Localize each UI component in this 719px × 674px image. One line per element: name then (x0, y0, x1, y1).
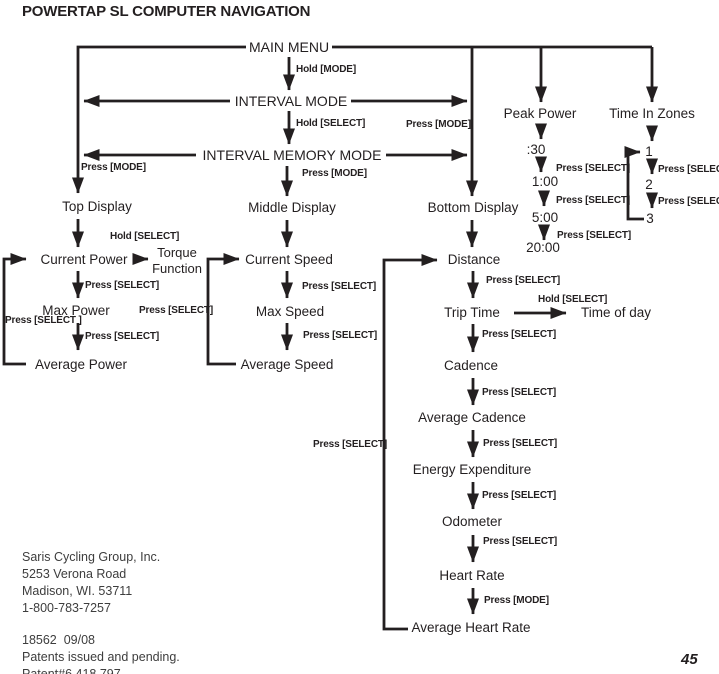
edge-averagespeed-loop-currentspeed (206, 253, 240, 366)
label-press-mode-heartrate: Press [MODE] (484, 595, 549, 606)
node-average-speed: Average Speed (240, 357, 334, 372)
label-press-select-maxpower: Press [SELECT] (85, 331, 160, 342)
node-peak-interval-30s: :30 (526, 142, 546, 157)
label-press-select-zone2: Press [SELECT] (658, 196, 719, 207)
label-press-mode-middledisplay: Press [MODE] (302, 168, 367, 179)
footer-doc-number: 18562 09/08 (22, 633, 95, 647)
footer-city: Madison, WI. 53711 (22, 584, 133, 598)
node-average-power: Average Power (34, 357, 128, 372)
footer-street: 5253 Verona Road (22, 567, 127, 581)
footer-patent-number: Patent#6,418,797 (22, 667, 121, 674)
edge-mainmenu-to-topdisplay (72, 45, 246, 194)
label-press-select-distance: Press [SELECT] (486, 275, 561, 286)
node-current-power: Current Power (40, 252, 128, 267)
node-average-heart-rate: Average Heart Rate (411, 620, 531, 635)
node-peak-interval-5m: 5:00 (531, 210, 559, 225)
edge-averageheartrate-loop-distance (382, 254, 438, 631)
label-press-select-odometer: Press [SELECT] (483, 536, 558, 547)
node-top-display: Top Display (62, 199, 132, 214)
label-press-select-speedloop: Press [SELECT] (139, 305, 214, 316)
edge-zone3-loop-zone1 (624, 146, 644, 221)
node-peak-interval-1m: 1:00 (531, 174, 559, 189)
node-average-cadence: Average Cadence (418, 410, 526, 425)
label-press-select-zone1: Press [SELECT] (658, 164, 719, 175)
node-max-speed: Max Speed (255, 304, 325, 319)
node-energy-expenditure: Energy Expenditure (412, 462, 532, 477)
node-torque-function: Torque Function (152, 245, 202, 277)
footer-patents-pending: Patents issued and pending. (22, 650, 180, 664)
label-press-select-powerloop: Press [SELECT ] (5, 315, 82, 326)
node-interval-mode: INTERVAL MODE (234, 93, 348, 109)
label-press-select-currentspeed: Press [SELECT] (302, 281, 377, 292)
label-press-select-bottomloop: Press [SELECT] (313, 439, 388, 450)
page-number: 45 (681, 651, 698, 668)
edge-averagepower-loop-currentpower (2, 253, 27, 366)
node-distance: Distance (447, 252, 501, 267)
node-max-power: Max Power (42, 303, 110, 318)
label-press-mode-lefttrunk: Press [MODE] (81, 162, 146, 173)
node-zone-3: 3 (646, 211, 654, 226)
node-trip-time: Trip Time (444, 305, 500, 320)
node-zone-2: 2 (645, 177, 653, 192)
label-press-select-peak30: Press [SELECT] (556, 163, 631, 174)
label-press-select-averagecadence: Press [SELECT] (483, 438, 558, 449)
node-time-of-day: Time of day (580, 305, 652, 320)
label-hold-mode-mainmenu: Hold [MODE] (296, 64, 357, 75)
label-hold-select-intervalmode: Hold [SELECT] (296, 118, 366, 129)
node-odometer: Odometer (441, 514, 503, 529)
torque-function-line2: Function (152, 261, 202, 276)
footer-gap (22, 617, 180, 632)
label-press-mode-rail: Press [MODE] (406, 119, 471, 130)
footer-company: Saris Cycling Group, Inc. (22, 550, 161, 564)
label-hold-select-timeofday: Hold [SELECT] (538, 294, 608, 305)
node-heart-rate: Heart Rate (439, 568, 505, 583)
footer-phone: 1-800-783-7257 (22, 601, 111, 615)
node-main-menu: MAIN MENU (248, 39, 330, 55)
label-press-select-cadence: Press [SELECT] (482, 387, 557, 398)
node-time-in-zones: Time In Zones (609, 106, 695, 121)
node-middle-display: Middle Display (248, 200, 336, 215)
footer-address-block: Saris Cycling Group, Inc. 5253 Verona Ro… (22, 549, 180, 674)
torque-function-line1: Torque (157, 245, 197, 260)
label-press-select-triptime: Press [SELECT] (482, 329, 557, 340)
node-peak-power: Peak Power (503, 106, 577, 121)
label-hold-select-torque: Hold [SELECT] (110, 231, 180, 242)
node-bottom-display: Bottom Display (427, 200, 519, 215)
label-press-select-peak1m: Press [SELECT] (556, 195, 631, 206)
label-press-select-peak5m: Press [SELECT] (557, 230, 632, 241)
label-press-select-currentpower: Press [SELECT] (85, 280, 160, 291)
node-interval-memory-mode: INTERVAL MEMORY MODE (202, 147, 382, 163)
page-title: POWERTAP SL COMPUTER NAVIGATION (22, 3, 311, 20)
node-zone-1: 1 (645, 144, 653, 159)
node-current-speed: Current Speed (245, 252, 333, 267)
label-press-select-energy: Press [SELECT] (482, 490, 557, 501)
node-peak-interval-20m: 20:00 (526, 240, 560, 255)
label-press-select-maxspeed: Press [SELECT] (303, 330, 378, 341)
node-cadence: Cadence (443, 358, 499, 373)
